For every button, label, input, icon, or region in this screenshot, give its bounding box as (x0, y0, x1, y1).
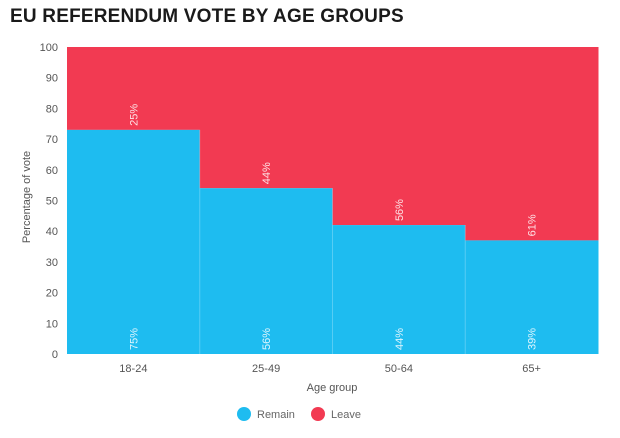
data-label-remain-65+: 39% (527, 328, 539, 350)
legend-label-remain: Remain (257, 409, 295, 421)
y-tick-label: 0 (52, 349, 58, 361)
legend-swatch-remain (237, 407, 251, 421)
legend: Remain Leave (237, 407, 361, 421)
bar-remain-65+ (465, 240, 599, 354)
y-axis-ticks: 0 10 20 30 40 50 60 70 80 90 100 (40, 42, 58, 361)
bar-remain-25-49 (199, 188, 333, 354)
data-label-leave-18-24: 25% (128, 104, 140, 126)
chart-title: EU REFERENDUM VOTE BY AGE GROUPS (10, 6, 404, 27)
y-tick-label: 80 (46, 103, 58, 115)
y-tick-label: 90 (46, 73, 58, 85)
x-tick-label: 50-64 (385, 363, 413, 375)
y-tick-label: 30 (46, 257, 58, 269)
data-label-remain-25-49: 56% (261, 328, 273, 350)
legend-swatch-leave (311, 407, 325, 421)
y-axis-label: Percentage of vote (21, 151, 33, 243)
bar-remain-18-24 (67, 129, 201, 354)
data-label-leave-50-64: 56% (394, 199, 406, 221)
x-tick-label: 25-49 (252, 363, 280, 375)
y-tick-label: 70 (46, 134, 58, 146)
y-tick-label: 40 (46, 226, 58, 238)
data-label-remain-18-24: 75% (128, 328, 140, 350)
data-label-leave-65+: 61% (527, 214, 539, 236)
legend-label-leave: Leave (331, 409, 361, 421)
y-tick-label: 60 (46, 165, 58, 177)
x-tick-label: 18-24 (119, 363, 147, 375)
bar-leave-50-64 (332, 47, 466, 226)
x-tick-label: 65+ (522, 363, 541, 375)
y-tick-label: 100 (40, 42, 58, 54)
bar-remain-50-64 (332, 225, 466, 354)
y-tick-label: 20 (46, 288, 58, 300)
data-label-remain-50-64: 44% (394, 328, 406, 350)
y-tick-label: 10 (46, 318, 58, 330)
x-axis-label: Age group (307, 382, 358, 394)
x-axis-ticks: 18-24 25-49 50-64 65+ (119, 363, 541, 375)
data-label-leave-25-49: 44% (261, 162, 273, 184)
bar-leave-25-49 (199, 47, 333, 189)
bar-leave-65+ (465, 47, 599, 241)
y-tick-label: 50 (46, 196, 58, 208)
plot-area (67, 47, 599, 354)
data-labels: 25% 75% 44% 56% 56% 44% 61% 39% (128, 104, 538, 350)
bar-leave-18-24 (67, 47, 201, 130)
